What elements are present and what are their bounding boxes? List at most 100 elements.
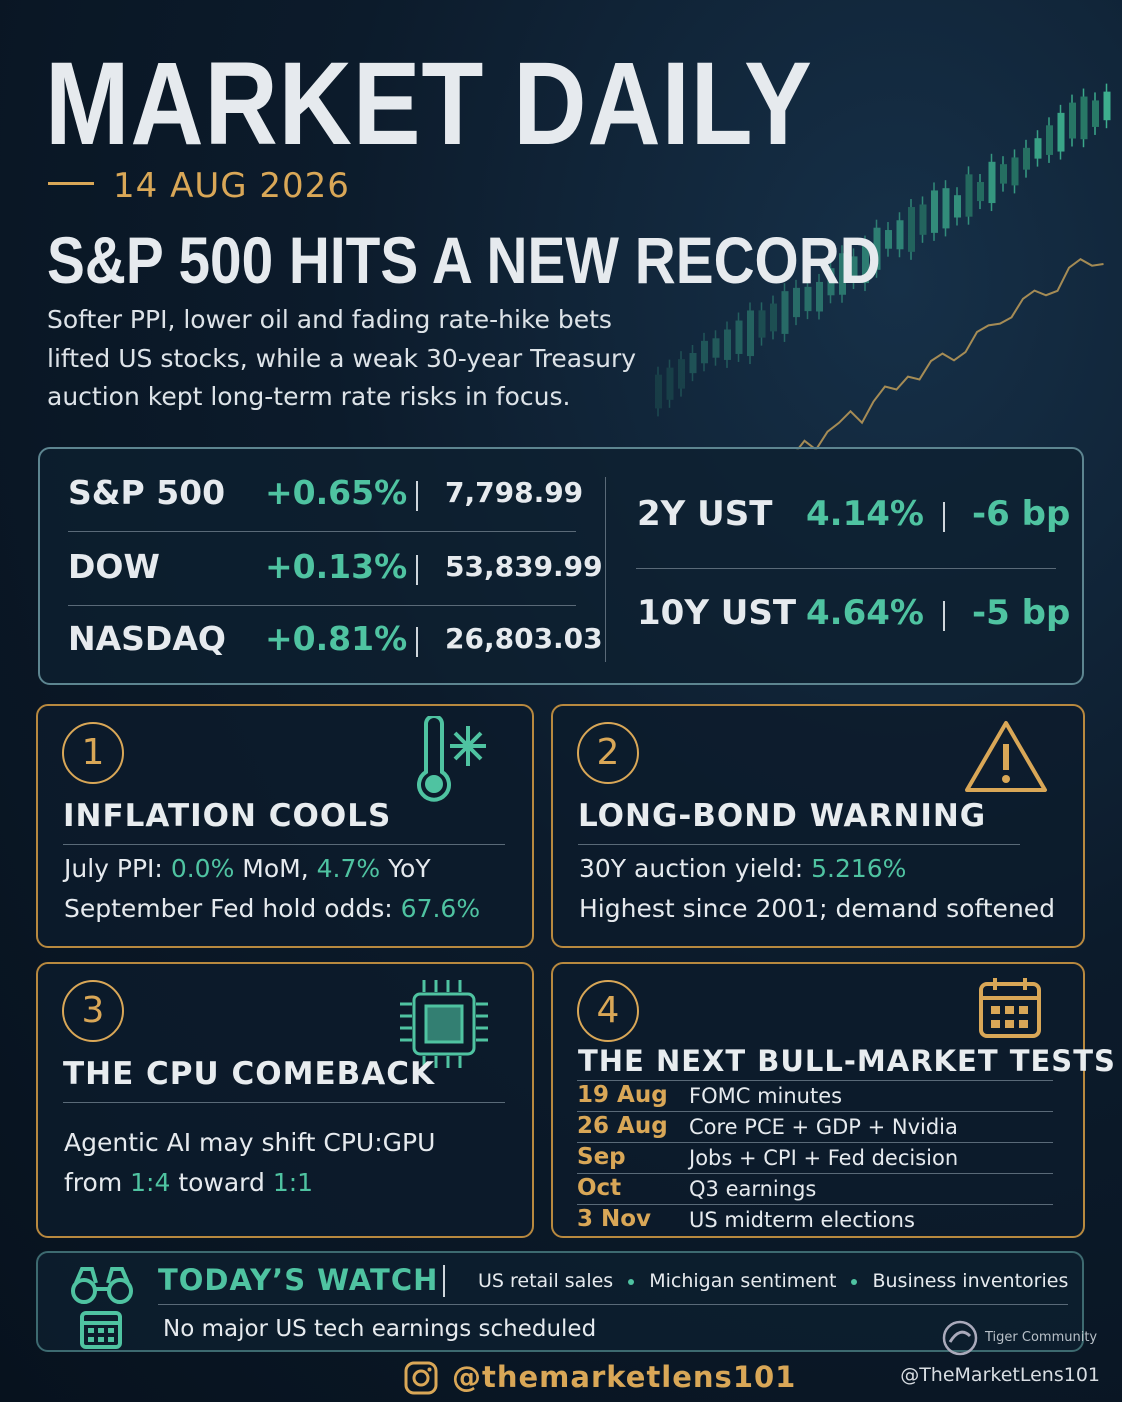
decor-candle — [747, 302, 754, 365]
watch-rule — [158, 1304, 1068, 1305]
decor-candle — [1080, 88, 1088, 148]
panel-divider — [605, 477, 606, 662]
decor-candle — [1092, 92, 1099, 135]
handle: @themarketlens101 — [452, 1360, 797, 1394]
decor-candle — [839, 245, 846, 303]
row-rule — [577, 1142, 1053, 1143]
highlight: 1:1 — [272, 1168, 314, 1197]
market-panel: S&P 500 +0.65% 7,798.99 DOW +0.13% 53,839.99 N… — [38, 447, 1084, 685]
bullet — [851, 1278, 858, 1285]
separator — [416, 627, 418, 657]
date: 14 AUG 2026 — [113, 166, 350, 206]
decor-candle — [1000, 156, 1007, 192]
bullet — [628, 1278, 635, 1285]
decor-candle — [758, 302, 766, 346]
decor-candle — [919, 196, 927, 243]
treasury-change: -6 bp — [972, 494, 1071, 534]
text: YoY — [380, 854, 431, 883]
card-line: July PPI: 0.0% MoM, 4.7% YoY — [64, 854, 431, 883]
decor-candle — [977, 174, 984, 210]
row-rule — [636, 568, 1056, 569]
decor-candle — [804, 278, 812, 320]
event-name: Q3 earnings — [689, 1177, 817, 1201]
highlight: 5.216% — [811, 854, 907, 883]
highlight: 4.7% — [316, 854, 381, 883]
card-title: THE CPU COMEBACK — [63, 1056, 436, 1092]
index-name: DOW — [68, 547, 160, 586]
row-rule — [577, 1080, 1053, 1081]
decor-candle — [1069, 94, 1076, 147]
decor-candle — [1034, 130, 1042, 167]
decor-candle — [1057, 104, 1065, 160]
decor-candle — [850, 248, 858, 290]
treasury-change: -5 bp — [972, 593, 1071, 633]
index-change: +0.81% — [265, 619, 408, 658]
decor-candle — [862, 235, 869, 292]
decor-candle — [1011, 149, 1019, 194]
card-line: 30Y auction yield: 5.216% — [579, 854, 906, 883]
text: 30Y auction yield: — [579, 854, 812, 883]
decor-candle — [988, 153, 996, 212]
event-date: 26 Aug — [577, 1113, 668, 1139]
event-name: FOMC minutes — [689, 1084, 843, 1108]
decor-candle — [655, 366, 662, 417]
summary-line: Softer PPI, lower oil and fading rate-hi… — [47, 305, 612, 334]
treasury-yield: 4.64% — [806, 593, 924, 633]
title: MARKET DAILY — [45, 38, 813, 170]
card: 4 THE NEXT BULL-MARKET TESTS 19 Aug FOMC mi… — [551, 962, 1115, 1238]
watch-item: US retail sales — [478, 1270, 614, 1292]
event-date: 19 Aug — [577, 1082, 668, 1108]
decor-candle — [885, 222, 892, 257]
summary-line: auction kept long-term rate risks in foc… — [47, 382, 571, 411]
row-rule — [577, 1111, 1053, 1112]
index-change: +0.13% — [265, 547, 408, 586]
decor-candle — [666, 359, 674, 408]
card-title: LONG-BOND WARNING — [578, 798, 987, 834]
index-name: S&P 500 — [68, 473, 226, 512]
decor-candle — [689, 345, 697, 382]
text: Agentic AI may shift CPU:GPU — [64, 1128, 436, 1157]
separator — [943, 601, 945, 631]
decor-candle — [942, 180, 950, 237]
summary-line: lifted US stocks, while a weak 30-year T… — [47, 343, 637, 373]
decor-candle — [724, 321, 731, 368]
watch-note: No major US tech earnings scheduled — [163, 1316, 597, 1342]
decor-candle — [781, 283, 789, 342]
watermark: Tiger Community — [985, 1330, 1098, 1345]
icon-chip — [400, 980, 488, 1068]
highlight: 67.6% — [400, 894, 481, 923]
title-rule — [63, 844, 505, 845]
decor-candle — [816, 273, 823, 320]
row-rule — [577, 1204, 1053, 1205]
event-date: Sep — [577, 1144, 626, 1170]
decor-candle — [908, 199, 915, 260]
card-line: September Fed hold odds: 67.6% — [64, 894, 480, 923]
row-rule — [68, 605, 576, 606]
card-number: 1 — [62, 722, 124, 784]
highlight: 0.0% — [170, 854, 235, 883]
card-title: THE NEXT BULL-MARKET TESTS — [578, 1044, 1116, 1078]
decor-candle — [701, 332, 708, 372]
event-name: Jobs + CPI + Fed decision — [689, 1146, 959, 1170]
card-title: INFLATION COOLS — [63, 798, 392, 834]
decor-candle — [954, 187, 961, 226]
index-change: +0.65% — [265, 473, 408, 512]
highlight: 1:4 — [130, 1168, 171, 1197]
watermark-logo — [942, 1320, 978, 1356]
title-rule — [63, 1102, 505, 1103]
event-date: 3 Nov — [577, 1206, 652, 1232]
index-level: 7,798.99 — [445, 476, 584, 509]
text: from — [64, 1168, 131, 1197]
event-date: Oct — [577, 1175, 622, 1201]
text: Highest since 2001; demand softened — [579, 894, 1056, 923]
text: toward — [170, 1168, 273, 1197]
watch-icons — [71, 1267, 133, 1349]
decor-line — [796, 258, 1104, 450]
treasury-yield: 4.14% — [806, 494, 924, 534]
card-number: 2 — [577, 722, 639, 784]
index-level: 53,839.99 — [445, 550, 603, 583]
card-line: from 1:4 toward 1:1 — [64, 1168, 313, 1197]
instagram-icon — [404, 1361, 438, 1395]
decor-candle — [873, 219, 881, 278]
